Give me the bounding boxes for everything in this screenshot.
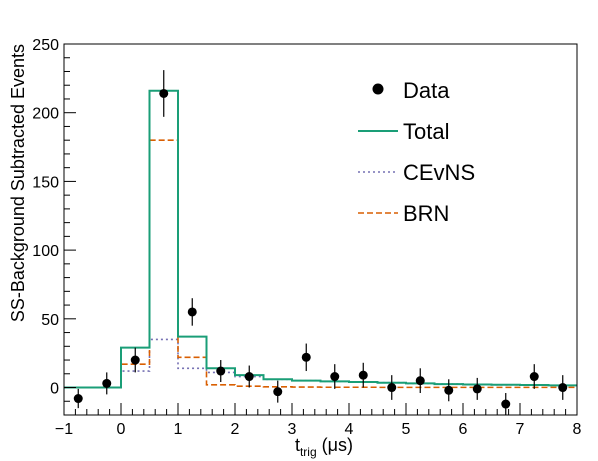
legend-label-data: Data	[403, 78, 450, 103]
data-point	[102, 378, 112, 388]
x-tick-label: 4	[345, 421, 354, 438]
legend: Data Total CEvNS BRN	[358, 78, 475, 226]
x-tick-label: −1	[55, 421, 73, 438]
data-point	[244, 372, 254, 382]
data-point	[501, 399, 511, 409]
legend-label-brn: BRN	[403, 201, 449, 226]
plot-frame	[63, 43, 578, 416]
data-point	[415, 376, 425, 386]
data-point	[387, 383, 397, 393]
data-point	[358, 370, 368, 380]
x-tick-label: 1	[174, 421, 183, 438]
x-axis-title: ttrig (μs)	[295, 435, 353, 459]
y-tick-label: 50	[41, 312, 59, 329]
data-point	[472, 384, 482, 394]
legend-label-total: Total	[403, 119, 449, 144]
x-tick-label: 2	[231, 421, 240, 438]
y-axis-ticks: 0 50 100 150 200 250	[32, 37, 76, 416]
x-axis-title-main: t	[295, 435, 300, 455]
series-total-line	[64, 89, 577, 389]
data-point	[187, 307, 197, 317]
x-tick-label: 6	[459, 421, 468, 438]
data-point	[159, 88, 169, 98]
legend-label-cevns: CEvNS	[403, 160, 475, 185]
x-tick-label: 8	[573, 421, 582, 438]
y-tick-label: 100	[32, 243, 59, 260]
data-point	[73, 394, 83, 404]
data-points	[73, 70, 568, 415]
x-axis-title-unit: (μs)	[317, 435, 353, 455]
y-tick-label: 0	[50, 381, 59, 398]
y-tick-label: 250	[32, 37, 59, 54]
y-axis-title: SS-Background Subtracted Events	[8, 44, 28, 322]
y-tick-label: 150	[32, 174, 59, 191]
x-tick-label: 5	[402, 421, 411, 438]
data-point	[444, 385, 454, 395]
y-tick-label: 200	[32, 106, 59, 123]
x-axis-ticks: −1 0 1 2 3 4 5 6 7 8	[55, 403, 582, 438]
data-point	[558, 383, 568, 393]
data-point	[330, 372, 340, 382]
x-tick-label: 7	[516, 421, 525, 438]
data-point	[301, 352, 311, 362]
data-point	[529, 372, 539, 382]
x-tick-label: 0	[117, 421, 126, 438]
legend-marker-data	[372, 83, 384, 95]
data-point	[216, 366, 226, 376]
data-point	[130, 355, 140, 365]
x-axis-title-subscript: trig	[300, 445, 317, 459]
x-tick-label: 3	[288, 421, 297, 438]
data-point	[273, 387, 283, 397]
